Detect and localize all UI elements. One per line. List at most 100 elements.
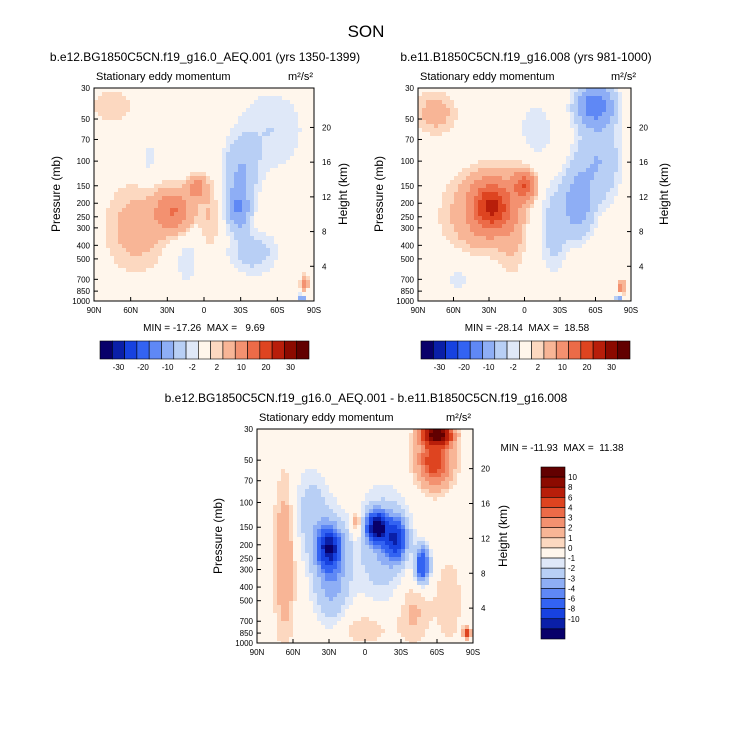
field-cell [474,92,479,97]
field-cell [230,272,235,277]
field-cell [98,204,103,209]
field-cell [222,144,227,149]
field-cell [134,148,139,153]
field-cell [450,152,455,157]
field-cell [590,200,595,205]
field-cell [290,292,295,297]
field-cell [198,180,203,185]
field-cell [282,276,287,281]
field-cell [250,108,255,113]
field-cell [534,164,539,169]
field-cell [246,148,251,153]
field-cell [198,172,203,177]
field-cell [510,116,515,121]
field-cell [554,100,559,105]
field-cell [302,96,307,101]
field-cell [466,104,471,109]
field-cell [598,96,603,101]
field-cell [130,168,135,173]
field-cell [446,96,451,101]
field-cell [214,168,219,173]
field-cell [222,156,227,161]
field-cell [526,156,531,161]
field-cell [546,148,551,153]
field-cell [506,116,511,121]
field-cell [138,168,143,173]
field-cell [598,224,603,229]
field-cell [226,208,231,213]
field-cell [554,156,559,161]
field-cell [254,136,259,141]
field-cell [586,152,591,157]
field-cell [222,204,227,209]
field-cell [530,144,535,149]
field-cell [482,108,487,113]
field-cell [306,168,311,173]
field-cell [506,204,511,209]
field-cell [138,180,143,185]
field-cell [586,204,591,209]
field-cell [278,276,283,281]
field-cell [146,160,151,165]
field-cell [198,200,203,205]
field-cell [166,232,171,237]
field-cell [226,260,231,265]
field-cell [306,148,311,153]
field-cell [282,208,287,213]
field-cell [302,128,307,133]
field-cell [174,180,179,185]
field-cell [106,188,111,193]
field-cell [514,228,519,233]
field-cell [298,120,303,125]
field-cell [134,232,139,237]
field-cell [266,264,271,269]
field-cell [182,272,187,277]
field-cell [106,240,111,245]
field-cell [194,260,199,265]
field-cell [162,160,167,165]
field-cell [118,132,123,137]
field-cell [486,192,491,197]
field-cell [614,224,619,229]
field-cell [206,240,211,245]
field-cell [590,104,595,109]
field-cell [174,112,179,117]
field-cell [154,104,159,109]
field-cell [626,128,631,133]
field-cell [194,128,199,133]
field-cell [438,112,443,117]
field-cell [270,260,275,265]
field-cell [146,280,151,285]
field-cell [510,168,515,173]
field-cell [502,200,507,205]
field-cell [98,92,103,97]
field-cell [106,148,111,153]
field-cell [306,112,311,117]
field-cell [470,144,475,149]
field-cell [222,88,227,93]
field-cell [154,252,159,257]
field-cell [286,220,291,225]
field-cell [254,232,259,237]
field-cell [106,236,111,241]
field-cell [98,88,103,93]
field-cell [586,88,591,93]
field-cell [110,100,115,105]
field-cell [166,104,171,109]
field-cell [426,168,431,173]
field-cell [278,296,283,301]
field-cell [158,268,163,273]
field-cell [190,184,195,189]
field-cell [218,96,223,101]
field-cell [430,128,435,133]
field-cell [194,292,199,297]
field-cell [258,116,263,121]
field-cell [250,288,255,293]
field-cell [266,212,271,217]
field-cell [470,212,475,217]
field-cell [582,92,587,97]
field-cell [298,224,303,229]
field-cell [570,144,575,149]
field-cell [306,144,311,149]
field-cell [262,116,267,121]
